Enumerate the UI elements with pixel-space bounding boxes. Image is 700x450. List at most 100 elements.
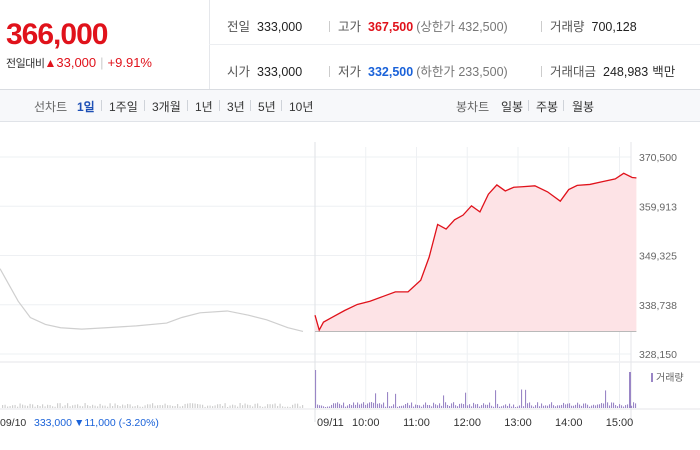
volume-bar bbox=[395, 393, 397, 408]
volume-bar bbox=[355, 404, 357, 408]
volume-bar bbox=[489, 402, 491, 408]
tab-10y[interactable]: 10년 bbox=[289, 100, 314, 114]
volume-bar bbox=[272, 404, 274, 408]
volume-bar bbox=[631, 405, 633, 408]
volume-bar bbox=[559, 405, 561, 408]
trade-value-unit: 백만 bbox=[652, 65, 676, 79]
tab-weekly-candle[interactable]: 주봉 bbox=[536, 100, 559, 114]
volume-bar bbox=[12, 405, 14, 408]
upper-limit-text: (상한가 432,500) bbox=[416, 20, 508, 34]
trade-value-label: 거래대금 bbox=[550, 65, 597, 79]
prev-close-label: 전일 bbox=[227, 20, 251, 34]
volume-bar bbox=[599, 404, 601, 408]
volume-bar bbox=[441, 405, 443, 408]
volume-bar bbox=[419, 405, 421, 408]
volume-bar bbox=[409, 405, 411, 408]
tab-daily-candle[interactable]: 일봉 bbox=[501, 100, 524, 114]
volume-bar bbox=[87, 405, 89, 408]
volume-bar bbox=[152, 403, 154, 408]
volume-bar bbox=[207, 405, 209, 408]
volume-bar bbox=[531, 405, 533, 408]
volume-bar bbox=[159, 405, 161, 408]
volume-bar bbox=[315, 370, 317, 408]
chart-tab-bar: 선차트 1일 1주일 3개월 1년 3년 5년 10년 봉차트 일봉 주봉 월봉 bbox=[0, 90, 700, 122]
tab-1w[interactable]: 1주일 bbox=[109, 100, 138, 114]
volume-bar bbox=[573, 405, 575, 408]
tab-monthly-candle[interactable]: 월봉 bbox=[572, 100, 595, 114]
volume-bar bbox=[497, 403, 499, 408]
low-value: 332,500 bbox=[368, 65, 414, 79]
volume-bar bbox=[623, 406, 625, 408]
volume-bar bbox=[294, 403, 296, 408]
volume-bar bbox=[343, 402, 345, 408]
volume-bar bbox=[67, 403, 69, 408]
volume-bar bbox=[114, 403, 116, 408]
volume-bar bbox=[177, 404, 179, 408]
volume-bar bbox=[234, 405, 236, 408]
volume-bar bbox=[505, 404, 507, 408]
volume-bar bbox=[64, 405, 66, 408]
tab-3y[interactable]: 3년 bbox=[227, 100, 245, 114]
volume-bar bbox=[555, 406, 557, 408]
volume-bar bbox=[539, 406, 541, 408]
open-value: 333,000 bbox=[257, 65, 303, 79]
volume-bar bbox=[257, 403, 259, 408]
change-rate: +9.91% bbox=[107, 55, 152, 70]
y-tick-label: 328,150 bbox=[639, 349, 677, 361]
volume-bar bbox=[134, 406, 136, 408]
volume-bar bbox=[107, 406, 109, 408]
volume-bar bbox=[189, 403, 191, 408]
volume-label: 거래량 bbox=[550, 20, 585, 34]
volume-bar bbox=[333, 403, 335, 408]
volume-bar bbox=[44, 406, 46, 408]
volume-bar bbox=[219, 404, 221, 408]
open-label: 시가 bbox=[227, 65, 251, 79]
volume-bar bbox=[94, 405, 96, 408]
volume-bar bbox=[244, 403, 246, 408]
volume-bar bbox=[104, 405, 106, 408]
tab-1y[interactable]: 1년 bbox=[195, 100, 213, 114]
volume-bar bbox=[269, 404, 271, 408]
volume-bar bbox=[279, 403, 281, 408]
volume-bar bbox=[509, 403, 511, 408]
volume-bar bbox=[194, 403, 196, 408]
tab-5y[interactable]: 5년 bbox=[258, 100, 276, 114]
volume-bar bbox=[375, 393, 377, 408]
volume-bar bbox=[537, 402, 539, 408]
volume-bar bbox=[204, 406, 206, 408]
volume-bar bbox=[254, 403, 256, 408]
volume-bar bbox=[57, 403, 59, 408]
volume-bar bbox=[541, 403, 543, 408]
trade-value-cell: 거래대금 248,983 백만 bbox=[541, 61, 675, 80]
volume-bar bbox=[144, 405, 146, 408]
volume-bar bbox=[247, 404, 249, 408]
tab-3m[interactable]: 3개월 bbox=[152, 100, 181, 114]
volume-bar bbox=[385, 406, 387, 408]
volume-bar bbox=[519, 405, 521, 408]
volume-bar bbox=[232, 404, 234, 408]
volume-bar bbox=[403, 405, 405, 408]
volume-bar bbox=[457, 406, 459, 408]
volume-bar bbox=[329, 406, 331, 408]
volume-bar bbox=[92, 404, 94, 408]
volume-bar bbox=[249, 405, 251, 408]
volume-bar bbox=[615, 405, 617, 408]
volume-bar bbox=[29, 403, 31, 408]
volume-bar bbox=[117, 405, 119, 408]
volume-bar bbox=[397, 406, 399, 408]
x-tick-label: 09/11 bbox=[317, 417, 344, 429]
volume-bar bbox=[473, 402, 475, 408]
up-arrow-icon: ▲ bbox=[44, 56, 57, 70]
volume-bar bbox=[601, 403, 603, 408]
volume-bar bbox=[237, 406, 239, 408]
volume-bar bbox=[137, 405, 139, 408]
tab-1d[interactable]: 1일 bbox=[77, 100, 95, 114]
volume-bar bbox=[379, 403, 381, 408]
volume-bar bbox=[339, 403, 341, 408]
volume-bar bbox=[579, 404, 581, 408]
volume-bar bbox=[252, 406, 254, 408]
volume-bar bbox=[217, 404, 219, 408]
x-tick-label: 11:00 bbox=[403, 417, 430, 429]
volume-bar bbox=[625, 405, 627, 408]
volume-bar bbox=[127, 403, 129, 408]
